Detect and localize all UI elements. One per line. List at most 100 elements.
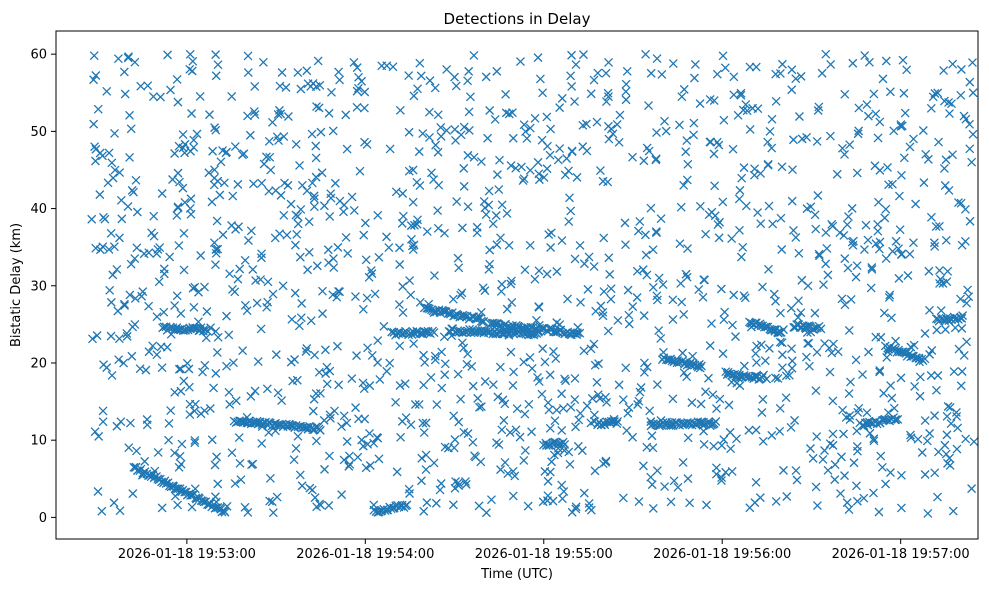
detection-point (894, 191, 904, 201)
detection-point (964, 292, 974, 302)
detection-point (243, 111, 252, 121)
detection-point (174, 364, 184, 374)
detection-point (360, 218, 370, 228)
detection-point (538, 344, 548, 354)
detection-point (880, 213, 890, 223)
detection-point (478, 283, 488, 293)
detection-point (492, 240, 502, 250)
detection-point (419, 506, 429, 516)
detection-point (782, 492, 792, 501)
detection-point (624, 319, 634, 329)
detection-point (638, 265, 648, 275)
detection-point (874, 244, 884, 254)
detection-point (836, 489, 845, 498)
detection-point (272, 492, 282, 502)
detection-point (364, 272, 374, 282)
detection-point (173, 97, 183, 107)
detection-point (203, 500, 212, 510)
detection-point (962, 337, 972, 347)
detection-point (252, 298, 262, 308)
detection-point (712, 404, 721, 414)
detection-point (533, 372, 542, 382)
detection-point (570, 373, 580, 383)
detection-point (642, 362, 652, 372)
detection-point (500, 457, 510, 467)
detection-point (832, 169, 842, 179)
detection-point (744, 425, 754, 435)
detection-point (442, 64, 452, 74)
detection-point (773, 328, 783, 338)
detection-point (787, 65, 797, 75)
detection-point (896, 470, 906, 480)
detection-point (869, 436, 879, 446)
detection-point (459, 163, 469, 173)
detection-point (230, 479, 240, 489)
detection-point (98, 242, 108, 252)
detection-point (450, 435, 460, 445)
detection-point (416, 71, 426, 81)
detection-point (453, 478, 463, 488)
detection-point (805, 444, 815, 453)
detection-point (256, 324, 266, 334)
detection-point (681, 147, 691, 157)
detection-point (124, 443, 134, 453)
detection-point (464, 66, 474, 76)
detection-point (314, 103, 324, 113)
detection-point (923, 508, 933, 518)
detection-point (361, 463, 371, 473)
detection-point (709, 149, 719, 159)
detection-point (415, 58, 425, 68)
detection-point (522, 133, 532, 143)
detection-point (339, 207, 348, 217)
detection-point (648, 419, 658, 429)
detection-point (606, 416, 616, 426)
detection-point (579, 259, 589, 269)
detection-point (413, 84, 422, 94)
detection-point (341, 110, 351, 120)
detection-point (601, 97, 611, 107)
detection-point (527, 427, 537, 437)
detection-point (278, 281, 288, 291)
detection-point (705, 137, 715, 147)
detection-point (875, 365, 885, 375)
detection-point (207, 435, 217, 445)
detection-point (386, 504, 396, 514)
detection-point (519, 455, 529, 465)
detection-point (620, 218, 630, 228)
detection-point (515, 57, 525, 67)
detection-point (866, 283, 876, 293)
detection-point (793, 312, 803, 322)
detection-point (292, 229, 302, 239)
detection-point (184, 364, 194, 374)
detection-point (894, 244, 903, 254)
detection-point (875, 237, 885, 247)
detection-point (391, 397, 401, 407)
detection-point (90, 427, 100, 437)
detection-point (504, 109, 514, 119)
detection-point (586, 344, 596, 354)
detection-point (890, 344, 900, 354)
detection-point (252, 416, 262, 426)
detection-point (612, 419, 622, 429)
detection-point (307, 485, 317, 495)
detection-point (507, 108, 517, 118)
detection-point (147, 228, 157, 238)
detection-point (382, 232, 391, 242)
detection-point (883, 347, 893, 357)
detection-point (190, 484, 200, 494)
detection-point (719, 435, 729, 445)
detection-point (895, 225, 905, 235)
detection-point (713, 220, 723, 230)
detection-point (711, 469, 721, 479)
detection-point (734, 194, 744, 204)
detection-point (534, 302, 544, 311)
detection-point (912, 353, 921, 363)
detection-point (967, 157, 977, 167)
detection-point (173, 203, 183, 213)
detection-point (264, 136, 274, 146)
detection-point (823, 465, 833, 475)
detection-point (106, 228, 116, 238)
detection-point (130, 57, 140, 67)
detection-point (481, 72, 491, 82)
detection-point (837, 294, 847, 304)
